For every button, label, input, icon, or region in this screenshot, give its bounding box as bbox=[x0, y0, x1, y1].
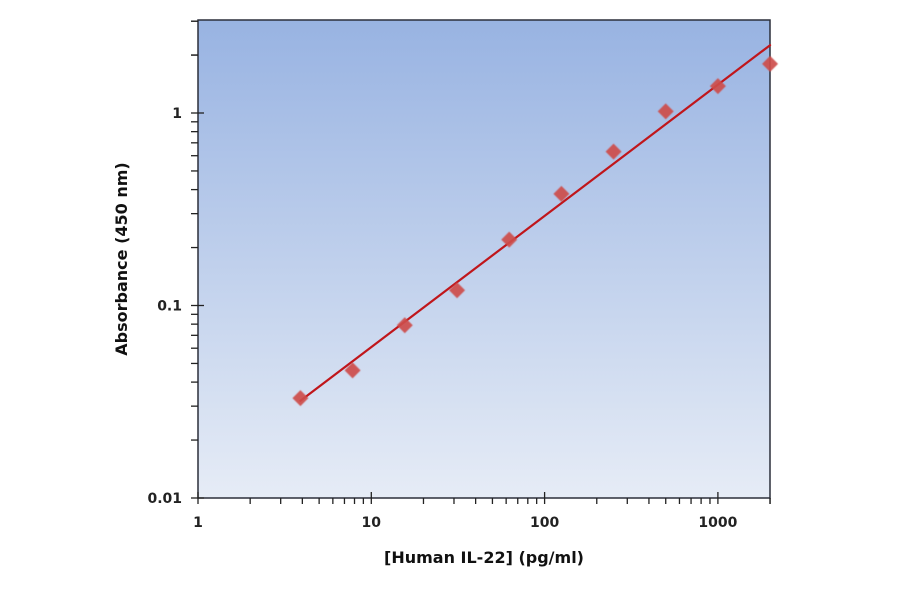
x-tick-label: 10 bbox=[362, 515, 382, 531]
data-point-diamond bbox=[396, 317, 413, 334]
data-point-diamond bbox=[344, 362, 361, 379]
fit-line bbox=[299, 44, 772, 402]
data-point-diamond bbox=[657, 103, 674, 120]
regression-line bbox=[299, 44, 772, 402]
data-points bbox=[292, 55, 779, 407]
axes bbox=[191, 19, 771, 504]
data-point-diamond bbox=[553, 185, 570, 202]
y-tick-label: 1 bbox=[172, 106, 182, 122]
data-point-diamond bbox=[501, 231, 518, 248]
x-tick-label: 100 bbox=[530, 515, 559, 531]
plot-frame bbox=[197, 19, 771, 499]
data-point-diamond bbox=[709, 78, 726, 95]
data-point-diamond bbox=[605, 143, 622, 160]
plot-area bbox=[198, 20, 770, 498]
data-point-diamond bbox=[762, 55, 779, 72]
axis-labels: 1 10 100 1000 0.01 0.1 1 bbox=[147, 106, 737, 531]
data-point-diamond bbox=[292, 390, 309, 407]
y-axis-title: Absorbance (450 nm) bbox=[112, 162, 131, 355]
data-point-diamond bbox=[449, 282, 466, 299]
y-tick-label: 0.01 bbox=[147, 491, 182, 507]
x-axis-title: [Human IL-22] (pg/ml) bbox=[384, 548, 584, 567]
y-tick-label: 0.1 bbox=[157, 299, 182, 315]
x-tick-label: 1 bbox=[193, 515, 203, 531]
x-tick-label: 1000 bbox=[698, 515, 737, 531]
